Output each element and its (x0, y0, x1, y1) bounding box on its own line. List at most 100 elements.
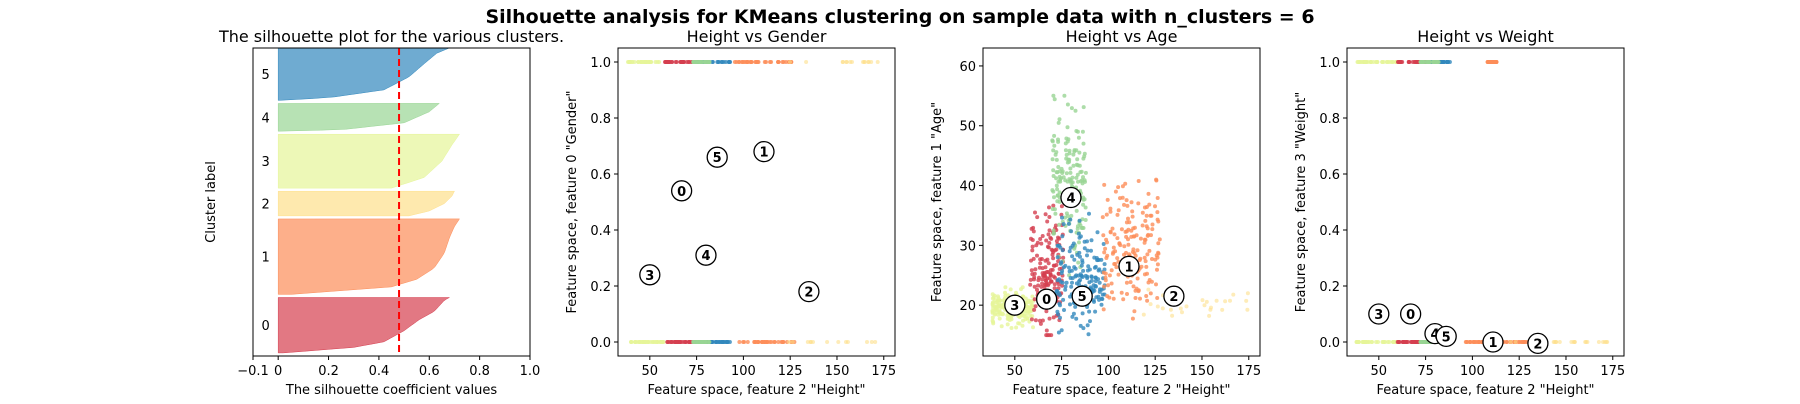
data-point-cluster-1 (1114, 265, 1119, 270)
cluster-center-label-1: 1 (1124, 260, 1133, 275)
data-point-cluster-3 (1019, 287, 1023, 292)
data-point-cluster-1 (1126, 242, 1131, 247)
x-tick-label: −0.1 (237, 364, 269, 379)
data-point-cluster-1 (1156, 241, 1161, 246)
panel-title: Height vs Age (1066, 27, 1178, 46)
data-point-cluster-3 (1000, 305, 1005, 310)
data-point-cluster-5 (1085, 253, 1089, 258)
data-point-cluster-1 (734, 60, 739, 64)
data-point-cluster-5 (1058, 261, 1063, 266)
data-point-cluster-5 (1081, 326, 1086, 331)
data-point-cluster-5 (1089, 275, 1094, 280)
data-point-cluster-5 (1068, 217, 1073, 222)
data-point-cluster-4 (1078, 223, 1083, 228)
data-point-cluster-1 (1134, 233, 1139, 238)
data-point-cluster-1 (1121, 297, 1126, 302)
data-point-cluster-5 (1070, 243, 1075, 248)
data-point-cluster-3 (1005, 313, 1010, 318)
data-point-cluster-0 (1037, 275, 1041, 280)
data-point-cluster-0 (1040, 234, 1045, 238)
y-tick-label: 0.6 (1319, 168, 1340, 183)
x-axis-label: Feature space, feature 2 "Height" (1376, 383, 1594, 398)
cluster-center-label-5: 5 (1078, 290, 1087, 305)
data-point-cluster-5 (1082, 239, 1087, 244)
data-point-cluster-0 (1045, 219, 1050, 224)
y-tick-label: 0.8 (1319, 112, 1340, 127)
data-point-cluster-3 (655, 60, 660, 64)
cluster-center-3 (639, 264, 661, 286)
data-point-cluster-3 (1355, 60, 1360, 64)
data-point-cluster-3 (991, 320, 996, 324)
data-point-cluster-1 (1468, 340, 1473, 344)
data-point-cluster-0 (1035, 253, 1039, 258)
x-axis-label: Feature space, feature 2 "Height" (1012, 383, 1230, 398)
data-point-cluster-5 (1081, 268, 1086, 273)
data-point-cluster-1 (1132, 309, 1137, 314)
data-point-cluster-4 (1057, 117, 1062, 122)
data-point-cluster-3 (1016, 321, 1021, 326)
cluster-center-label-5: 5 (713, 151, 722, 166)
data-point-cluster-1 (1125, 203, 1130, 208)
data-point-cluster-0 (1050, 267, 1055, 272)
data-point-cluster-1 (1129, 228, 1134, 233)
data-point-cluster-1 (1145, 298, 1150, 303)
data-point-cluster-0 (1047, 316, 1052, 321)
data-point-cluster-0 (1049, 236, 1054, 241)
y-tick-label: 0.4 (1319, 224, 1340, 239)
data-point-cluster-5 (1078, 234, 1083, 239)
data-point-cluster-1 (1130, 316, 1135, 321)
data-point-cluster-5 (1074, 316, 1079, 321)
data-point-cluster-2 (875, 60, 880, 64)
data-point-cluster-0 (1044, 328, 1049, 333)
data-point-cluster-1 (1465, 340, 1470, 344)
data-point-cluster-2 (1228, 298, 1232, 303)
data-point-cluster-4 (1083, 205, 1088, 210)
data-point-cluster-1 (1105, 197, 1110, 202)
data-point-cluster-1 (1117, 241, 1122, 246)
data-point-cluster-4 (1064, 171, 1069, 176)
data-point-cluster-5 (1088, 319, 1092, 324)
data-point-cluster-3 (1030, 294, 1035, 299)
data-point-cluster-1 (1148, 213, 1153, 218)
silhouette-cluster-0 (277, 297, 450, 354)
data-point-cluster-4 (1068, 166, 1073, 171)
data-point-cluster-2 (1508, 340, 1513, 344)
data-point-cluster-4 (1057, 190, 1062, 195)
data-point-cluster-4 (1055, 193, 1060, 198)
data-point-cluster-0 (674, 60, 679, 64)
x-tick-label: 50 (642, 364, 659, 379)
data-point-cluster-4 (1418, 60, 1423, 64)
data-point-cluster-3 (1363, 60, 1368, 64)
x-tick-label: 0.6 (419, 364, 440, 379)
y-tick-label: 30 (959, 239, 976, 254)
data-point-cluster-1 (1476, 340, 1481, 344)
data-point-cluster-0 (1030, 238, 1035, 242)
y-tick-label: 20 (959, 299, 976, 314)
data-point-cluster-2 (1604, 340, 1609, 344)
data-point-cluster-3 (1005, 322, 1010, 327)
data-point-cluster-4 (1054, 157, 1059, 162)
data-point-cluster-5 (1057, 243, 1062, 248)
data-point-cluster-1 (1101, 270, 1106, 275)
data-point-cluster-1 (1116, 185, 1121, 190)
data-point-cluster-4 (691, 340, 696, 344)
data-point-cluster-5 (1061, 297, 1066, 302)
x-tick-label: 100 (1460, 364, 1485, 379)
data-point-cluster-3 (1374, 60, 1379, 64)
data-point-cluster-2 (1141, 312, 1146, 317)
data-point-cluster-4 (1069, 213, 1074, 218)
data-point-cluster-1 (776, 340, 781, 344)
data-point-cluster-1 (1146, 191, 1151, 196)
cluster-center-5 (1071, 285, 1093, 307)
data-point-cluster-5 (1093, 264, 1098, 269)
data-point-cluster-1 (1144, 264, 1149, 269)
data-point-cluster-0 (1035, 215, 1040, 220)
data-point-cluster-1 (1112, 232, 1117, 237)
x-tick-label: 0 (274, 364, 282, 379)
cluster-center-label-4: 4 (1430, 328, 1439, 343)
panel-title: Height vs Weight (1417, 27, 1554, 46)
data-point-cluster-0 (1039, 241, 1044, 246)
data-point-cluster-2 (1557, 340, 1562, 344)
data-point-cluster-0 (1056, 259, 1061, 264)
data-point-cluster-3 (990, 296, 995, 301)
